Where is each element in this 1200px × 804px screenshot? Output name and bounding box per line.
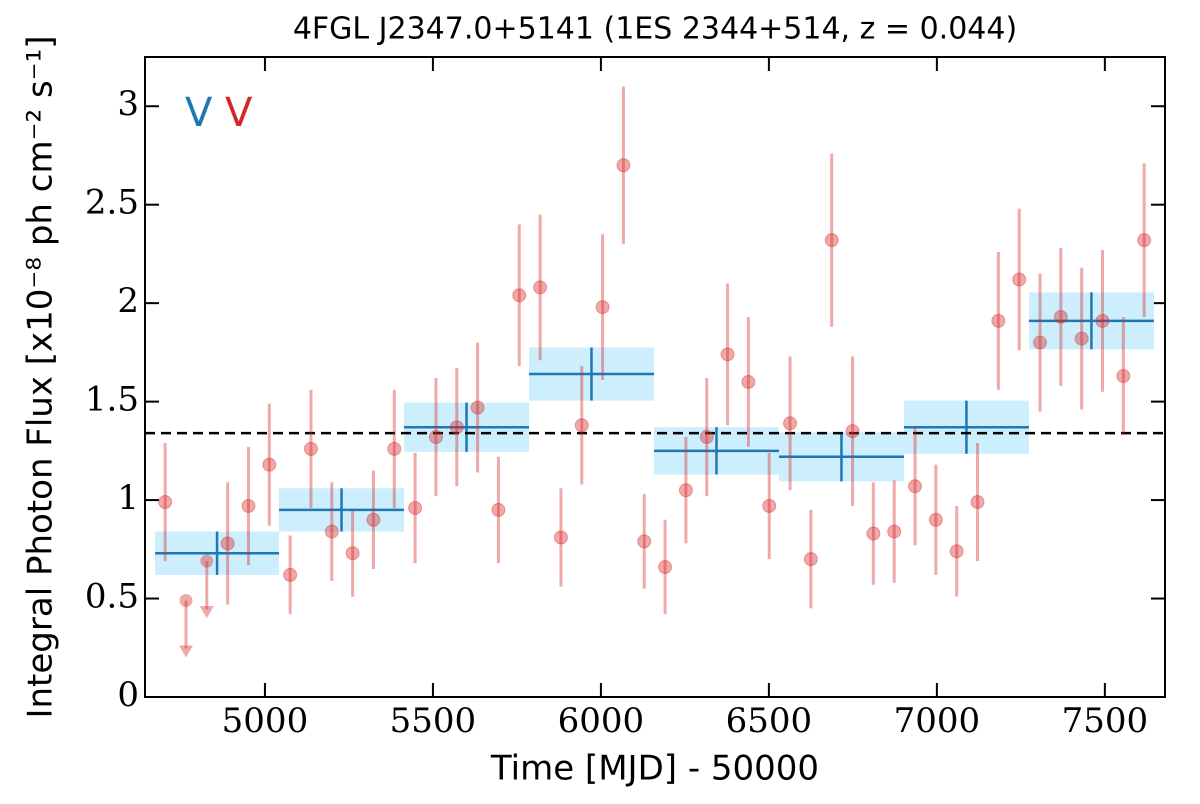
y-tick-label: 1.5 xyxy=(85,380,139,420)
data-point xyxy=(1012,272,1027,287)
data-point xyxy=(366,512,381,527)
data-point xyxy=(283,567,298,582)
upper-limit-point xyxy=(200,554,214,568)
y-tick-label: 2 xyxy=(117,281,139,321)
data-point xyxy=(1116,369,1131,384)
data-point xyxy=(720,347,735,362)
x-axis-label: Time [MJD] - 50000 xyxy=(490,749,819,789)
data-point xyxy=(324,524,339,539)
data-point xyxy=(1074,331,1089,346)
upper-limit-head xyxy=(199,606,214,619)
annotation: V xyxy=(225,90,253,136)
upper-limit-head xyxy=(178,645,193,658)
data-point xyxy=(512,288,527,303)
data-point xyxy=(1033,335,1048,350)
data-point xyxy=(991,313,1006,328)
data-point xyxy=(1137,233,1152,248)
data-point xyxy=(616,158,631,173)
data-point xyxy=(158,495,173,510)
chart-title: 4FGL J2347.0+5141 (1ES 2344+514, z = 0.0… xyxy=(293,12,1017,47)
data-point xyxy=(845,424,860,439)
data-point xyxy=(303,441,318,456)
data-point xyxy=(762,498,777,513)
y-tick-label: 3 xyxy=(117,84,139,124)
y-tick-label: 0 xyxy=(117,675,139,715)
data-point xyxy=(783,416,798,431)
data-point xyxy=(408,500,423,515)
x-tick-label: 7000 xyxy=(894,701,981,741)
data-point xyxy=(574,418,589,433)
y-axis-label: Integral Photon Flux [x10⁻⁸ ph cm⁻² s⁻¹] xyxy=(21,35,61,718)
x-tick-label: 6000 xyxy=(558,701,645,741)
y-tick-label: 1 xyxy=(117,478,139,518)
data-point xyxy=(741,374,756,389)
data-point xyxy=(949,544,964,559)
data-point xyxy=(345,546,360,561)
data-point xyxy=(887,524,902,539)
x-tick-label: 5500 xyxy=(390,701,477,741)
data-point xyxy=(908,479,923,494)
data-point xyxy=(491,502,506,517)
data-point xyxy=(970,495,985,510)
x-tick-label: 6500 xyxy=(726,701,813,741)
y-tick-label: 2.5 xyxy=(85,183,139,223)
data-point xyxy=(553,530,568,545)
data-point xyxy=(428,430,443,445)
data-point xyxy=(220,536,235,551)
data-point xyxy=(1053,309,1068,324)
data-point xyxy=(595,300,610,315)
data-point xyxy=(866,526,881,541)
data-point xyxy=(387,441,402,456)
data-point xyxy=(699,430,714,445)
data-point xyxy=(262,457,277,472)
plot-frame xyxy=(144,56,1166,698)
data-point xyxy=(637,534,652,549)
y-tick-label: 0.5 xyxy=(85,577,139,617)
data-point xyxy=(928,512,943,527)
x-tick-label: 7500 xyxy=(1062,701,1149,741)
data-point xyxy=(824,233,839,248)
data-point xyxy=(803,552,818,567)
x-tick-label: 5000 xyxy=(222,701,309,741)
data-point xyxy=(449,420,464,435)
data-point xyxy=(1095,313,1110,328)
data-point xyxy=(241,498,256,513)
data-point xyxy=(533,280,548,295)
data-point xyxy=(658,560,673,575)
data-point xyxy=(678,483,693,498)
data-point xyxy=(470,400,485,415)
annotation: V xyxy=(185,90,213,136)
upper-limit-point xyxy=(179,594,193,608)
